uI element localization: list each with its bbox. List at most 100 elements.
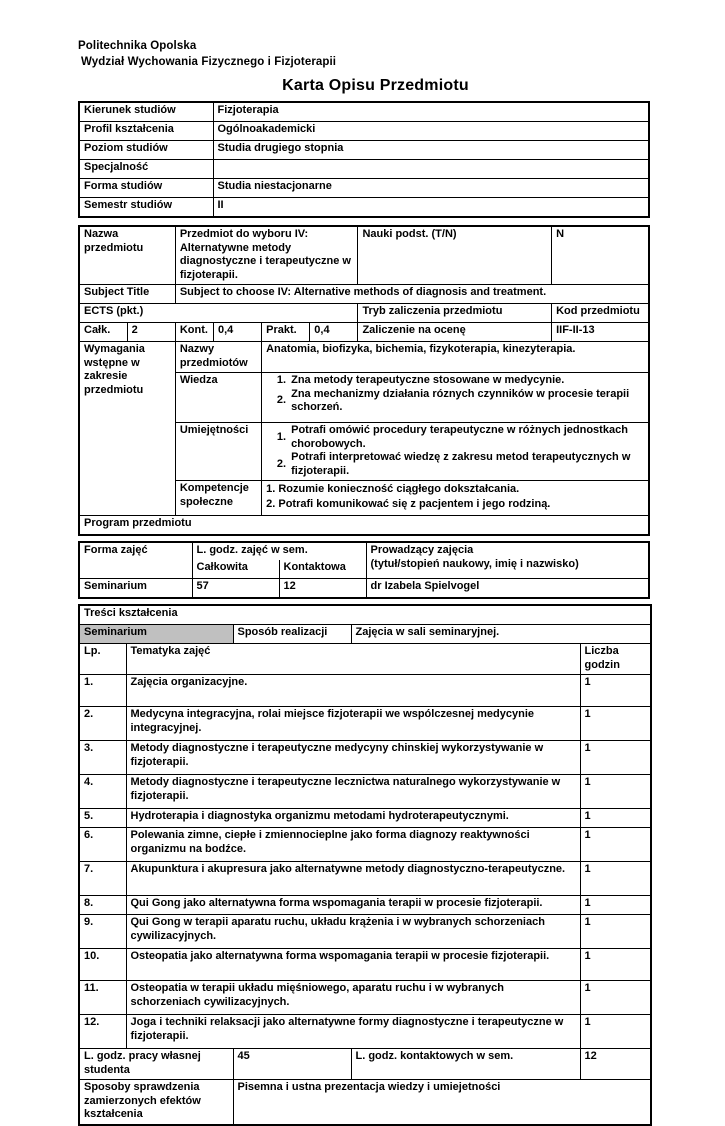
table-row: 11. Osteopatia w terapii układu mięśniow… (78, 980, 652, 1015)
topic-no: 6. (78, 827, 127, 862)
table-row: 8. Qui Gong jako alternatywna forma wspo… (78, 895, 652, 915)
field-value: Ogólnoakademicki (212, 121, 650, 141)
subject-title-value: Subject to choose IV: Alternative method… (174, 284, 650, 304)
table-row: Wymagania wstępne w zakresie przedmiotu … (78, 341, 650, 516)
ects-header: ECTS (pkt.) (78, 303, 359, 323)
form-label: Forma zajęć (78, 541, 193, 579)
contact-hours-value: 12 (579, 1048, 652, 1080)
table-row: 2. Medycyna integracyjna, rolai miejsce … (78, 706, 652, 741)
topic-text: Qui Gong jako alternatywna forma wspomag… (125, 895, 581, 915)
topic-text: Polewania zimne, ciepłe i zmiennocieplne… (125, 827, 581, 862)
list-item-number: 2. (276, 394, 287, 407)
prereq-knowledge-list: 1. Zna metody terapeutyczne stosowane w … (261, 372, 650, 423)
code-value: IIF-II-13 (551, 322, 650, 342)
table-row: L. godz. pracy własnej studenta 45 L. go… (78, 1048, 652, 1080)
topic-hours: 1 (579, 980, 652, 1015)
table-row: Treści kształcenia (78, 604, 652, 625)
contact-hours-label: L. godz. kontaktowych w sem. (350, 1048, 581, 1080)
prereq-competences-label: Kompetencje społeczne (174, 480, 263, 516)
table-row: Poziom studiów Studia drugiego stopnia (78, 140, 650, 160)
topic-no: 11. (78, 980, 127, 1015)
list-item: 1. Zna metody terapeutyczne stosowane w … (266, 374, 644, 388)
list-item: 1. Rozumie konieczność ciągłego dokształ… (266, 482, 644, 497)
ects-practical-value: 0,4 (309, 322, 359, 342)
mode-header: Tryb zaliczenia przedmiotu (357, 303, 553, 323)
topic-no: 1. (78, 674, 127, 707)
topic-no: 5. (78, 808, 127, 828)
topic-hours: 1 (579, 740, 652, 775)
lecturer-header-cell: Prowadzący zajęcia (tytuł/stopień naukow… (365, 541, 650, 579)
topic-hours: 1 (579, 808, 652, 828)
subject-name-value: Przedmiot do wyboru IV: Alternatywne met… (174, 225, 359, 285)
form-value: Seminarium (78, 578, 193, 599)
field-value: Studia niestacjonarne (212, 178, 650, 198)
list-item-number: 2. (276, 457, 287, 470)
prereq-subjects-value: Anatomia, biofizyka, bichemia, fizykoter… (261, 341, 650, 373)
table-row: 1. Zajęcia organizacyjne. 1 (78, 674, 652, 707)
table-row: 12. Joga i techniki relaksacji jako alte… (78, 1014, 652, 1049)
table-row: Wiedza 1. Zna metody terapeutyczne stoso… (79, 372, 650, 423)
topic-hours: 1 (579, 948, 652, 981)
table-row: Profil kształcenia Ogólnoakademicki (78, 121, 650, 141)
table-row: Kierunek studiów Fizjoterapia (78, 101, 650, 122)
field-value (212, 159, 650, 179)
topic-hours: 1 (579, 674, 652, 707)
subject-table: Nazwa przedmiotu Przedmiot do wyboru IV:… (78, 225, 650, 536)
table-row: Forma zajęć L. godz. zajęć w sem. Prowad… (78, 541, 650, 579)
realization-value: Zajęcia w sali seminaryjnej. (350, 624, 652, 644)
table-row: 5. Hydroterapia i diagnostyka organizmu … (78, 808, 652, 828)
basic-info-table: Kierunek studiów Fizjoterapia Profil ksz… (78, 101, 650, 218)
table-row: Semestr studiów II (78, 197, 650, 218)
subject-name-label: Nazwa przedmiotu (78, 225, 176, 285)
topic-hours: 1 (579, 774, 652, 809)
col-header-topic: Tematyka zajęć (125, 643, 581, 675)
hours-total-value: 57 (191, 578, 280, 599)
basic-science-label: Nauki podst. (T/N) (357, 225, 553, 285)
topic-no: 10. (78, 948, 127, 981)
own-work-value: 45 (232, 1048, 352, 1080)
ects-contact-value: 0,4 (212, 322, 263, 342)
table-row: Kompetencje społeczne 1. Rozumie koniecz… (79, 480, 650, 516)
table-row: ECTS (pkt.) Tryb zaliczenia przedmiotu K… (78, 303, 650, 323)
topic-hours: 1 (579, 914, 652, 949)
table-row: Całk. 2 Kont. 0,4 Prakt. 0,4 Zaliczenie … (78, 322, 650, 342)
topic-no: 2. (78, 706, 127, 741)
ects-total-label: Całk. (78, 322, 128, 342)
table-row: 7. Akupunktura i akupresura jako alterna… (78, 861, 652, 896)
table-row: Seminarium 57 12 dr Izabela Spielvogel (78, 578, 650, 599)
table-row: 10. Osteopatia jako alternatywna forma w… (78, 948, 652, 981)
realization-label: Sposób realizacji (232, 624, 352, 644)
topic-hours: 1 (579, 706, 652, 741)
prereq-knowledge-label: Wiedza (174, 372, 263, 423)
topic-text: Hydroterapia i diagnostyka organizmu met… (125, 808, 581, 828)
topic-text: Qui Gong w terapii aparatu ruchu, układu… (125, 914, 581, 949)
hours-contact-label: Kontaktowa (278, 560, 367, 579)
field-value: II (212, 197, 650, 218)
topic-text: Metody diagnostyczne i terapeutyczne lec… (125, 774, 581, 809)
prereq-subjects-label: Nazwy przedmiotów (174, 341, 263, 373)
list-item-text: Zna mechanizmy działania róznych czynnik… (291, 387, 630, 414)
topic-no: 12. (78, 1014, 127, 1049)
table-row: Specjalność (78, 159, 650, 179)
ects-contact-label: Kont. (174, 322, 214, 342)
list-item-text: Rozumie konieczność ciągłego dokształcan… (278, 483, 520, 495)
list-item: 2. Zna mechanizmy działania róznych czyn… (266, 388, 644, 415)
table-row: Nazwa przedmiotu Przedmiot do wyboru IV:… (78, 225, 650, 285)
table-row: Sposoby sprawdzenia zamierzonych efektów… (78, 1079, 652, 1125)
table-row: 4. Metody diagnostyczne i terapeutyczne … (78, 774, 652, 809)
university-name: Politechnika Opolska (78, 40, 197, 52)
organization-header: Politechnika Opolska Wydział Wychowania … (78, 38, 673, 70)
own-work-label: L. godz. pracy własnej studenta (78, 1048, 234, 1080)
topic-no: 9. (78, 914, 127, 949)
list-item: 2. Potrafi interpretować wiedzę z zakres… (266, 451, 644, 478)
table-row: Całkowita Kontaktowa (79, 560, 649, 579)
topic-no: 4. (78, 774, 127, 809)
col-header-no: Lp. (78, 643, 127, 675)
prereq-competences-list: 1. Rozumie konieczność ciągłego dokształ… (261, 480, 650, 516)
field-label: Profil kształcenia (78, 121, 214, 141)
assessment-value: Pisemna i ustna prezentacja wiedzy i umi… (232, 1079, 652, 1125)
list-item-text: Potrafi interpretować wiedzę z zakresu m… (291, 451, 631, 477)
list-item-text: Potrafi omówić procedury terapeutyczne w… (291, 424, 628, 450)
field-label: Kierunek studiów (78, 101, 214, 122)
faculty-name: Wydział Wychowania Fizycznego i Fizjoter… (81, 56, 337, 68)
